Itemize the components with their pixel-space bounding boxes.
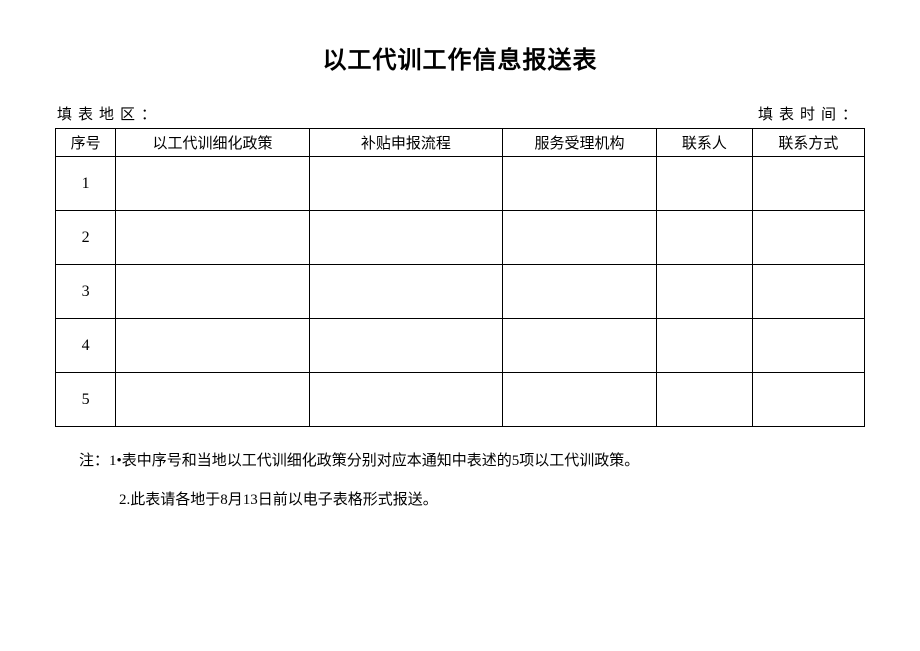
cell-contact [657, 157, 753, 211]
cell-phone [752, 265, 864, 319]
time-label: 填表时间： [758, 103, 863, 124]
document-page: 以工代训工作信息报送表 填表地区： 填表时间： 序号 以工代训细化政策 补贴申报… [0, 0, 920, 509]
meta-row: 填表地区： 填表时间： [55, 103, 865, 124]
col-header-contact: 联系人 [657, 129, 753, 157]
cell-process [309, 319, 502, 373]
cell-seq: 4 [56, 319, 116, 373]
cell-seq: 2 [56, 211, 116, 265]
cell-policy [116, 157, 309, 211]
cell-phone [752, 373, 864, 427]
cell-agency [503, 157, 657, 211]
cell-phone [752, 319, 864, 373]
notes-block: 注：1•表中序号和当地以工代训细化政策分别对应本通知中表述的5项以工代训政策。 … [55, 449, 865, 509]
report-table: 序号 以工代训细化政策 补贴申报流程 服务受理机构 联系人 联系方式 1 2 [55, 128, 865, 427]
cell-phone [752, 211, 864, 265]
col-header-phone: 联系方式 [752, 129, 864, 157]
cell-phone [752, 157, 864, 211]
cell-seq: 1 [56, 157, 116, 211]
cell-process [309, 373, 502, 427]
cell-agency [503, 265, 657, 319]
region-label: 填表地区： [57, 103, 162, 124]
cell-seq: 3 [56, 265, 116, 319]
table-header-row: 序号 以工代训细化政策 补贴申报流程 服务受理机构 联系人 联系方式 [56, 129, 865, 157]
cell-policy [116, 319, 309, 373]
col-header-seq: 序号 [56, 129, 116, 157]
table-row: 3 [56, 265, 865, 319]
cell-policy [116, 265, 309, 319]
table-row: 1 [56, 157, 865, 211]
cell-agency [503, 373, 657, 427]
cell-contact [657, 265, 753, 319]
cell-process [309, 265, 502, 319]
cell-contact [657, 211, 753, 265]
note-line-2: 2.此表请各地于8月13日前以电子表格形式报送。 [79, 488, 865, 509]
page-title: 以工代训工作信息报送表 [55, 40, 865, 75]
table-row: 2 [56, 211, 865, 265]
note-line-1: 注：1•表中序号和当地以工代训细化政策分别对应本通知中表述的5项以工代训政策。 [79, 449, 865, 470]
cell-agency [503, 211, 657, 265]
table-row: 4 [56, 319, 865, 373]
cell-process [309, 157, 502, 211]
cell-seq: 5 [56, 373, 116, 427]
cell-process [309, 211, 502, 265]
col-header-process: 补贴申报流程 [309, 129, 502, 157]
cell-policy [116, 211, 309, 265]
cell-agency [503, 319, 657, 373]
col-header-agency: 服务受理机构 [503, 129, 657, 157]
table-row: 5 [56, 373, 865, 427]
col-header-policy: 以工代训细化政策 [116, 129, 309, 157]
cell-policy [116, 373, 309, 427]
cell-contact [657, 319, 753, 373]
cell-contact [657, 373, 753, 427]
